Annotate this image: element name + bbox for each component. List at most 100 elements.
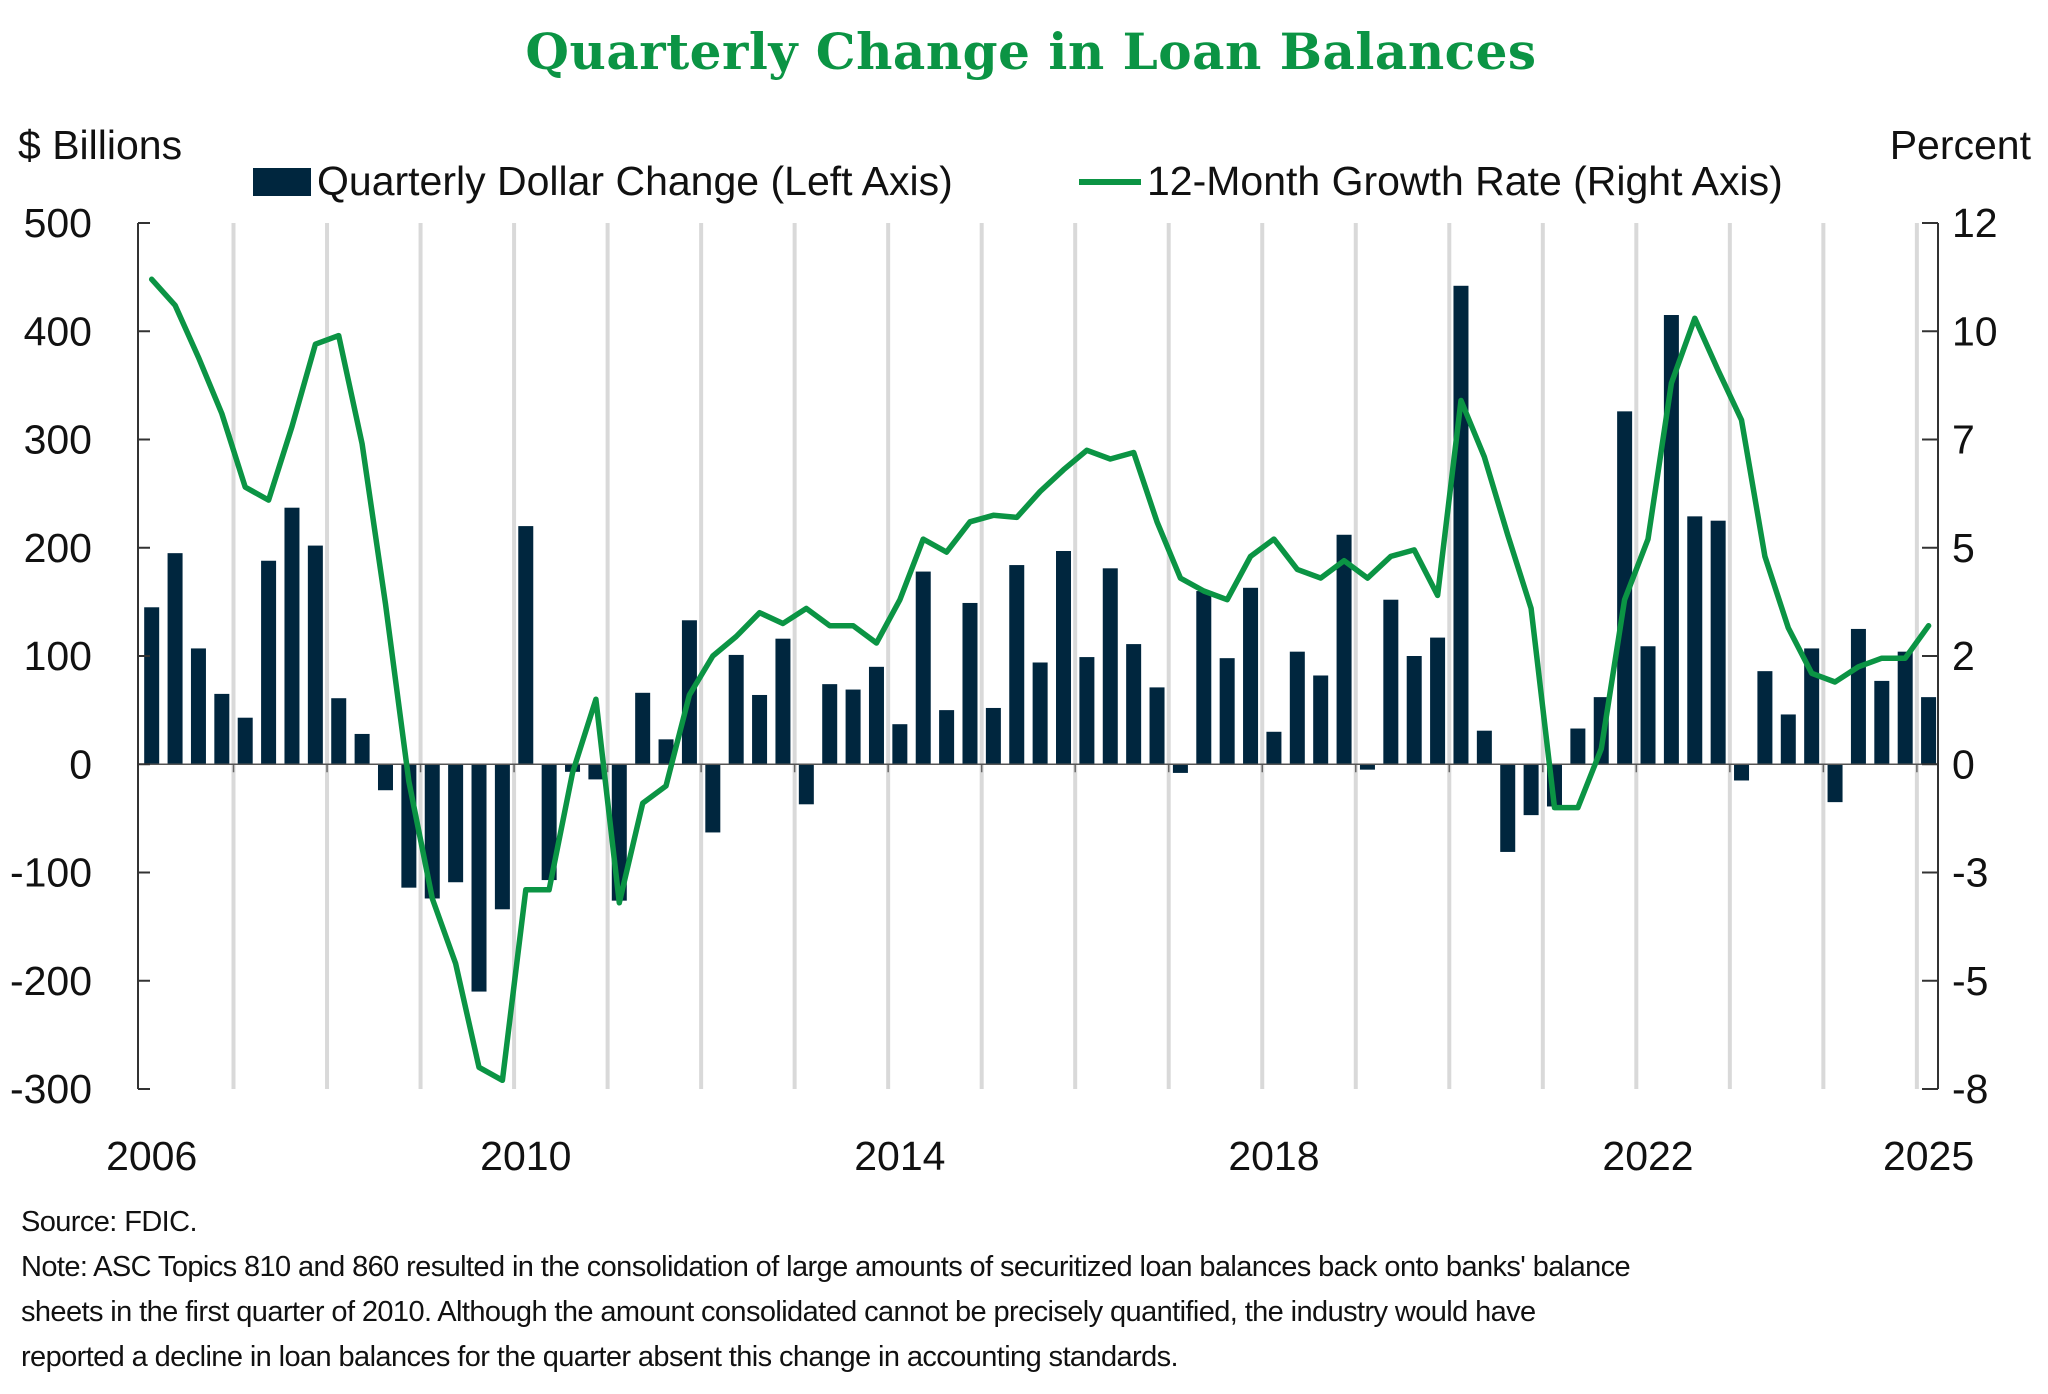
bar: [214, 693, 230, 765]
bar: [1687, 516, 1703, 765]
bar: [1453, 285, 1469, 765]
bar: [1757, 671, 1773, 765]
right-tick-label: 2: [1952, 633, 1975, 679]
left-tick-label: -300: [10, 1066, 92, 1112]
bar: [635, 692, 651, 765]
bar: [1359, 764, 1375, 770]
bar: [167, 553, 183, 765]
right-tick-label: 10: [1952, 308, 1998, 354]
bar: [1243, 587, 1259, 765]
legend-swatch-bars: [253, 167, 311, 196]
bar: [1219, 658, 1235, 765]
bar: [752, 694, 768, 765]
bar: [471, 764, 487, 992]
bar: [331, 698, 347, 765]
x-tick-label: 2025: [1883, 1133, 1974, 1179]
bar: [798, 764, 814, 805]
right-tick-label: -3: [1952, 850, 1988, 896]
bar: [307, 545, 323, 765]
bar: [237, 717, 253, 765]
bar: [261, 560, 277, 765]
bar: [822, 684, 838, 765]
bar: [424, 764, 440, 899]
left-tick-label: -100: [10, 850, 92, 896]
bar: [1710, 520, 1726, 765]
right-tick-label: 5: [1952, 525, 1975, 571]
bar: [1289, 651, 1305, 765]
bar: [1617, 411, 1633, 765]
bar: [1079, 657, 1095, 765]
bar: [541, 764, 557, 881]
bar: [1921, 697, 1937, 765]
x-tick-label: 2010: [480, 1133, 571, 1179]
note-line-1: Note: ASC Topics 810 and 860 resulted in…: [21, 1251, 1631, 1283]
bar: [658, 739, 674, 765]
left-tick-label: 100: [24, 633, 92, 679]
bar: [1313, 675, 1329, 765]
bar: [1032, 662, 1048, 765]
bar: [1336, 534, 1352, 765]
bar: [939, 710, 955, 765]
right-axis-title: Percent: [1889, 122, 2031, 168]
bar: [1126, 644, 1142, 765]
bar: [1406, 656, 1422, 765]
bar: [1056, 550, 1072, 765]
bar: [518, 526, 534, 765]
legend-label-line: 12-Month Growth Rate (Right Axis): [1147, 158, 1783, 204]
x-tick-label: 2018: [1228, 1133, 1319, 1179]
chart-title: Quarterly Change in Loan Balances: [525, 22, 1537, 81]
source-note: Source: FDIC.: [21, 1206, 198, 1238]
bar: [1476, 730, 1492, 765]
bar: [985, 707, 1001, 765]
legend-item-bars: Quarterly Dollar Change (Left Axis): [253, 158, 953, 205]
bar: [494, 764, 510, 910]
bar: [377, 764, 393, 791]
bar: [845, 689, 861, 765]
bar: [1383, 599, 1399, 765]
right-tick-label: -8: [1952, 1066, 1988, 1112]
bar: [284, 507, 300, 765]
bar: [354, 733, 370, 765]
left-tick-label: 300: [24, 417, 92, 463]
left-tick-label: -200: [10, 958, 92, 1004]
note-line-3: reported a decline in loan balances for …: [21, 1341, 1179, 1373]
x-tick-label: 2022: [1602, 1133, 1693, 1179]
bar: [1850, 628, 1866, 765]
bar: [1102, 568, 1118, 765]
bar: [1430, 637, 1446, 765]
bar: [1734, 764, 1750, 781]
left-tick-label: 400: [24, 308, 92, 354]
bar: [190, 648, 206, 765]
bar: [448, 764, 464, 883]
bar: [962, 602, 978, 765]
bar: [1266, 731, 1282, 765]
bar: [1827, 764, 1843, 803]
bar: [1874, 680, 1890, 765]
left-tick-label: 500: [24, 200, 92, 246]
legend-swatch-line: [1079, 178, 1141, 185]
legend-label-bars: Quarterly Dollar Change (Left Axis): [317, 158, 953, 204]
bar: [1500, 764, 1516, 852]
note-line-2: sheets in the first quarter of 2010. Alt…: [21, 1296, 1536, 1328]
bar: [775, 638, 791, 765]
bar: [705, 764, 721, 833]
left-axis-title: $ Billions: [18, 122, 183, 168]
bar: [144, 607, 160, 765]
left-tick-label: 0: [69, 741, 92, 787]
right-tick-label: 7: [1952, 417, 1975, 463]
bar: [868, 666, 884, 765]
bar: [1196, 591, 1212, 765]
bar: [1172, 764, 1188, 773]
right-tick-label: 12: [1952, 200, 1998, 246]
bar: [1149, 687, 1165, 765]
bar: [1009, 565, 1025, 765]
bar: [915, 571, 931, 765]
bar: [728, 654, 744, 765]
left-tick-label: 200: [24, 525, 92, 571]
bar: [1897, 651, 1913, 765]
x-tick-label: 2014: [854, 1133, 945, 1179]
right-tick-label: -5: [1952, 958, 1988, 1004]
bar: [1780, 714, 1796, 765]
bar: [1523, 764, 1539, 816]
